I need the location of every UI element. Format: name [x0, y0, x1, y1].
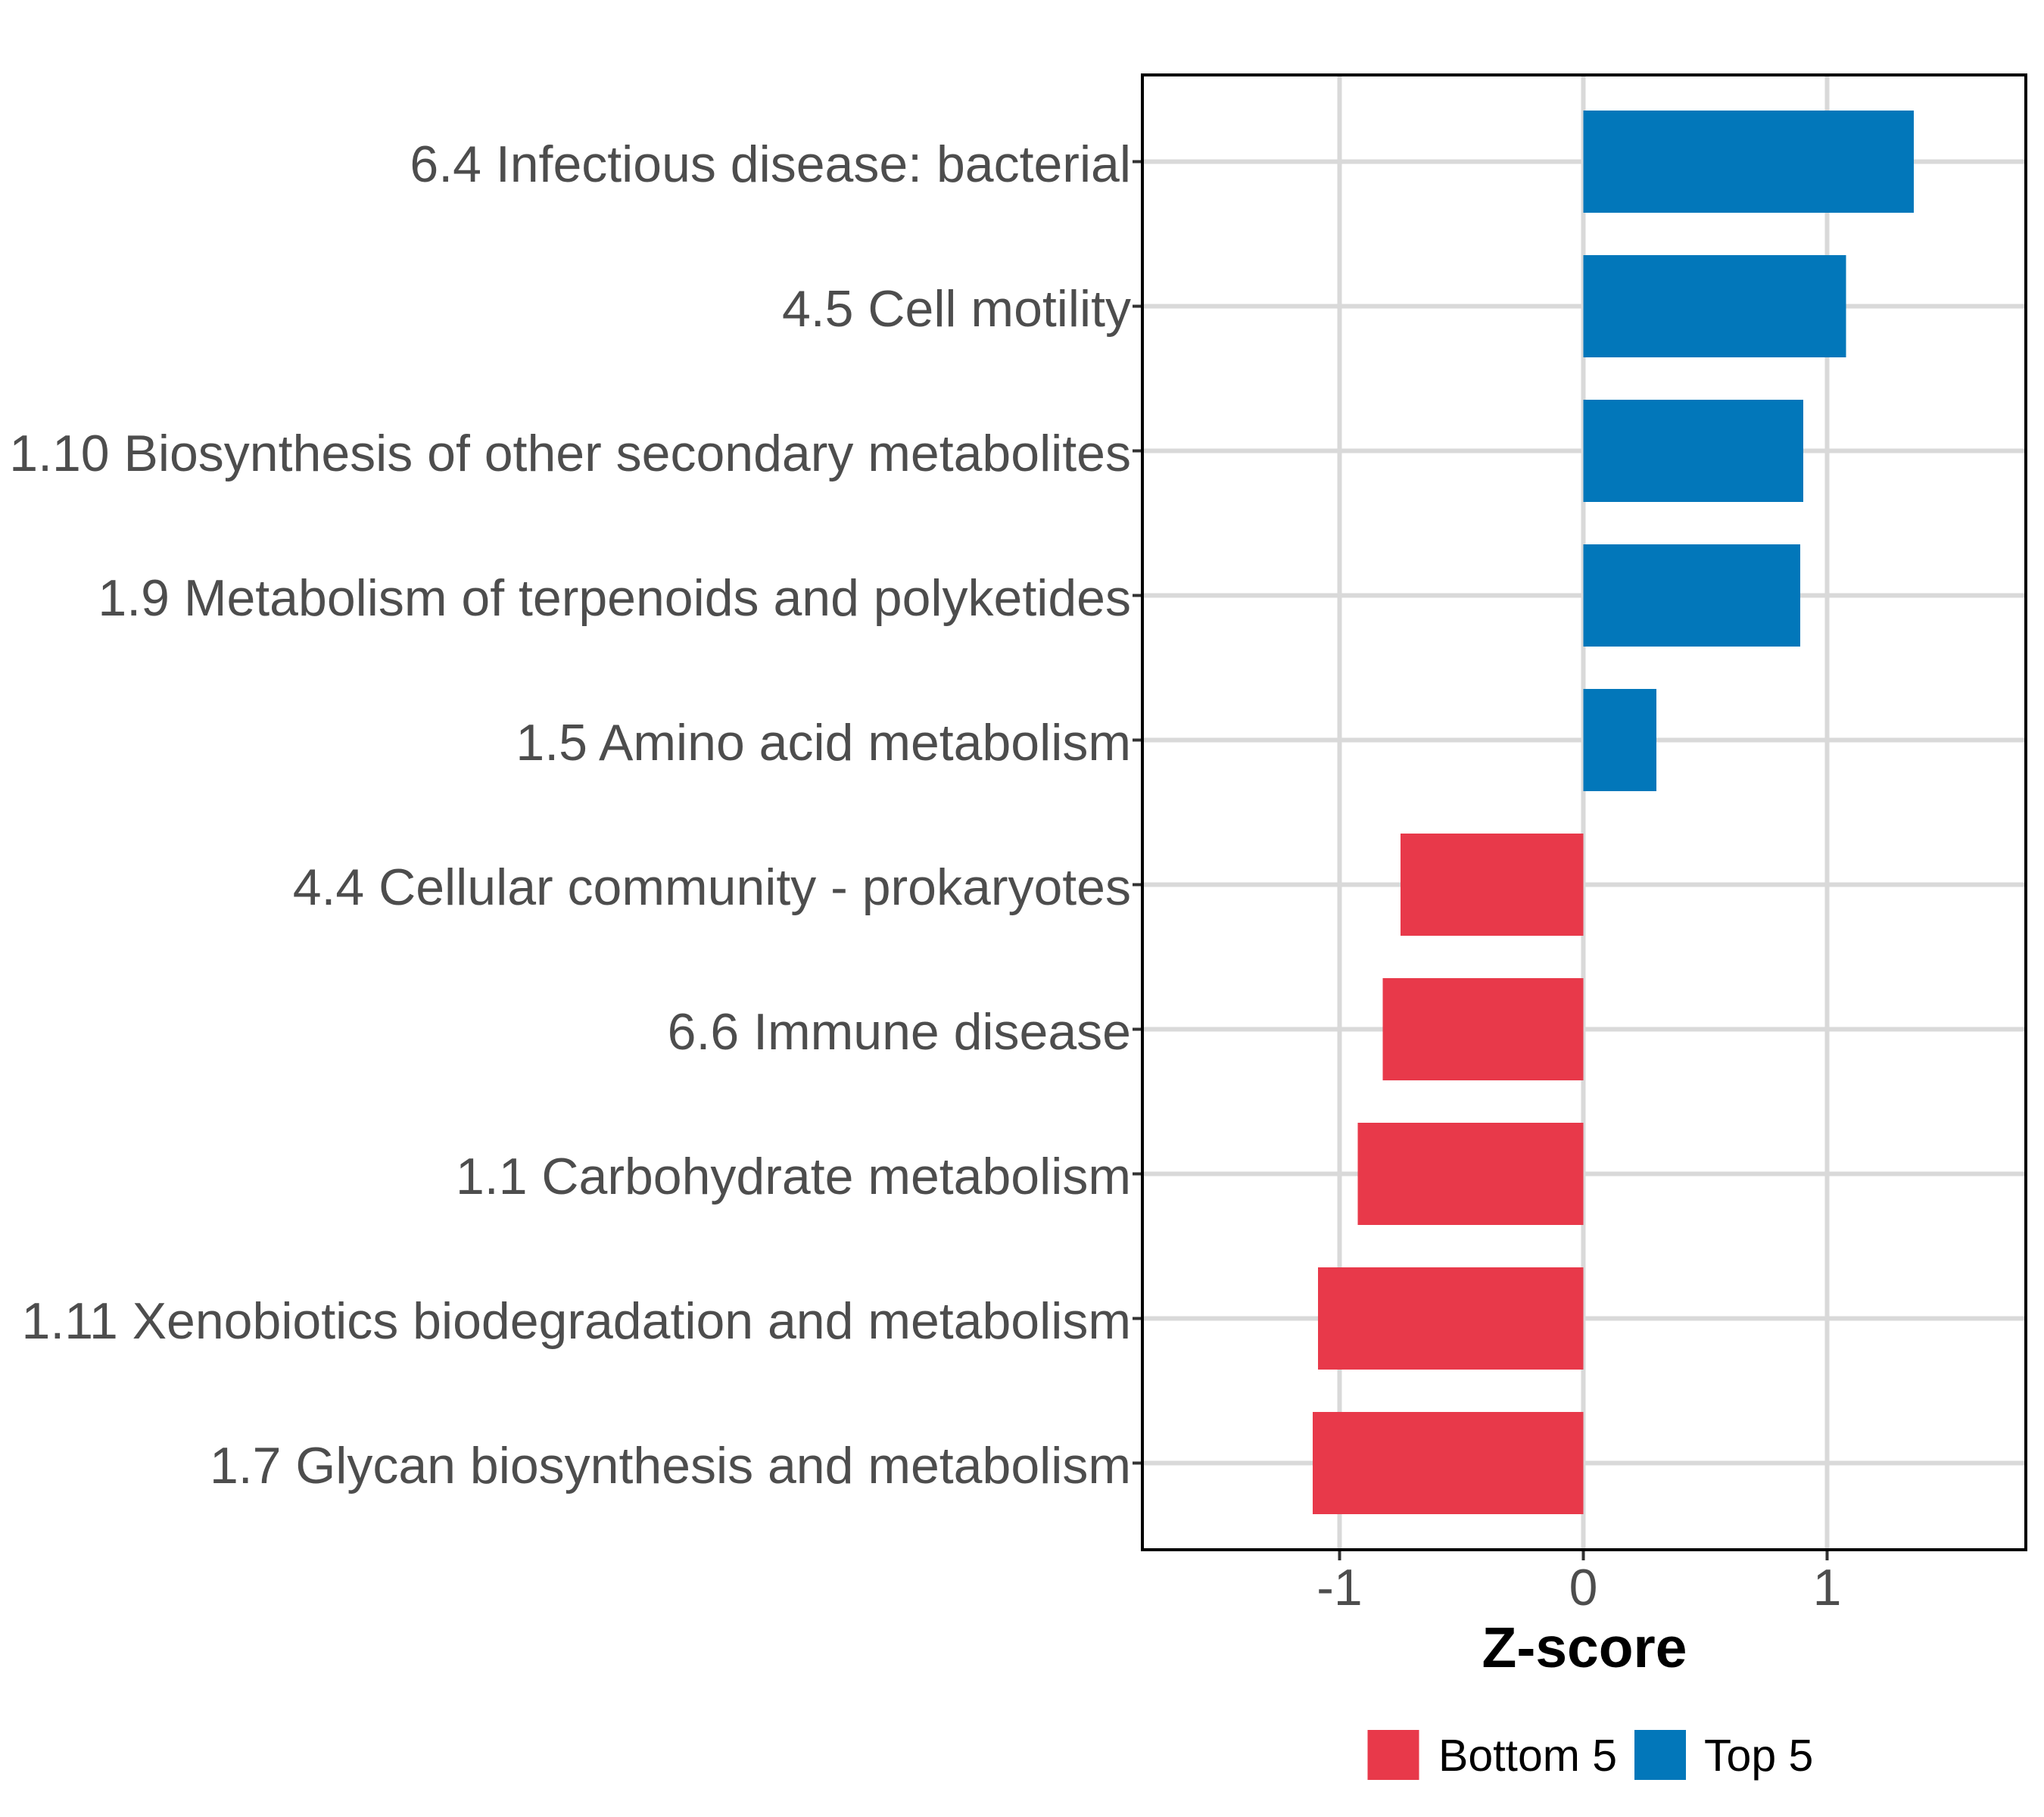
svg-text:1.10 Biosynthesis of other sec: 1.10 Biosynthesis of other secondary met…: [9, 425, 1131, 482]
svg-text:1.5 Amino acid metabolism: 1.5 Amino acid metabolism: [516, 714, 1131, 771]
svg-text:Z-score: Z-score: [1482, 1616, 1687, 1679]
svg-text:1.9 Metabolism of terpenoids a: 1.9 Metabolism of terpenoids and polyket…: [98, 569, 1131, 627]
svg-text:-1: -1: [1316, 1559, 1362, 1616]
svg-text:1.11 Xenobiotics biodegradatio: 1.11 Xenobiotics biodegradation and meta…: [22, 1292, 1132, 1350]
svg-text:6.4 Infectious disease: bacter: 6.4 Infectious disease: bacterial: [410, 136, 1131, 193]
svg-text:1.1 Carbohydrate metabolism: 1.1 Carbohydrate metabolism: [456, 1148, 1131, 1205]
svg-text:6.6 Immune disease: 6.6 Immune disease: [668, 1003, 1131, 1061]
svg-text:Top 5: Top 5: [1704, 1731, 1813, 1781]
svg-text:1.7 Glycan biosynthesis and me: 1.7 Glycan biosynthesis and metabolism: [210, 1437, 1131, 1494]
svg-text:4.4 Cellular community - proka: 4.4 Cellular community - prokaryotes: [293, 859, 1131, 916]
svg-text:4.5 Cell motility: 4.5 Cell motility: [782, 280, 1131, 338]
svg-text:0: 0: [1569, 1559, 1598, 1616]
svg-text:1: 1: [1813, 1559, 1842, 1616]
svg-text:Bottom 5: Bottom 5: [1438, 1731, 1617, 1781]
